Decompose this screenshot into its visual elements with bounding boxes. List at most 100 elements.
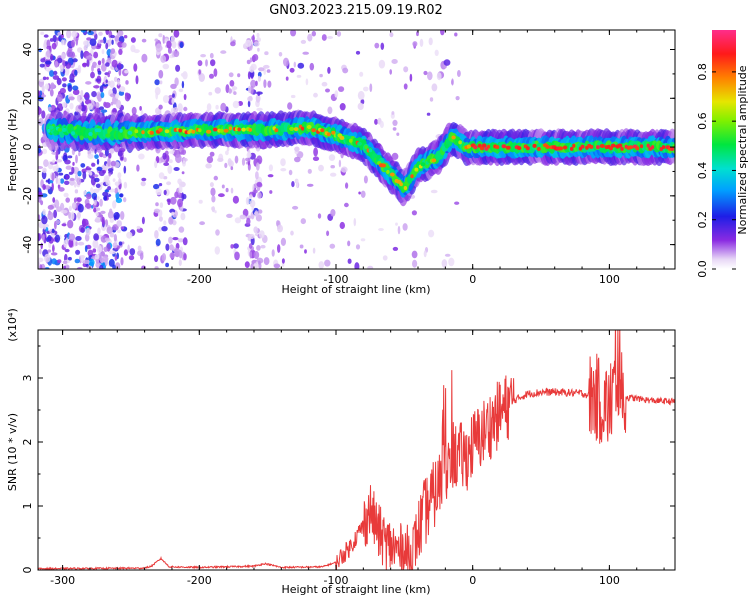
noise-blob (199, 221, 206, 226)
noise-blob (154, 266, 159, 269)
noise-blob (58, 172, 64, 176)
noise-blob (234, 251, 240, 261)
noise-blob (249, 199, 256, 208)
noise-blob (426, 112, 431, 116)
noise-blob (54, 161, 58, 165)
noise-blob (423, 70, 428, 76)
noise-blob (102, 191, 109, 197)
noise-blob (454, 201, 460, 205)
ridge-blob (123, 130, 128, 134)
noise-blob (253, 226, 258, 234)
noise-blob (141, 53, 148, 63)
noise-blob (169, 252, 175, 259)
ridge-blob (495, 145, 500, 150)
noise-blob (118, 241, 123, 246)
noise-blob (77, 241, 85, 246)
noise-blob (86, 37, 92, 41)
noise-blob (116, 220, 122, 227)
noise-blob (95, 216, 101, 222)
noise-blob (170, 35, 175, 43)
noise-blob (206, 103, 212, 111)
x-tick-label: 100 (599, 273, 620, 286)
noise-blob (179, 41, 184, 49)
noise-blob (66, 49, 73, 58)
noise-blob (327, 106, 333, 115)
noise-blob (115, 99, 122, 109)
noise-blob (136, 164, 140, 172)
noise-blob (105, 62, 110, 67)
noise-blob (45, 67, 52, 72)
noise-blob (90, 71, 95, 79)
noise-blob (225, 187, 229, 193)
y-tick-label: 20 (21, 91, 34, 105)
noise-blob (110, 160, 116, 167)
noise-blob (169, 244, 174, 251)
noise-blob (154, 87, 161, 96)
noise-blob (227, 158, 232, 166)
noise-blob (392, 246, 399, 251)
ridge-blob (228, 126, 233, 131)
noise-blob (60, 33, 64, 39)
noise-blob (250, 79, 257, 88)
noise-blob (39, 78, 45, 82)
noise-blob (52, 197, 56, 203)
snr-frame (37, 329, 676, 571)
noise-blob (51, 42, 57, 50)
noise-blob (71, 202, 77, 210)
noise-blob (60, 178, 65, 184)
noise-blob (448, 257, 455, 267)
noise-blob (41, 215, 48, 225)
noise-blob (181, 149, 187, 156)
noise-blob (304, 249, 307, 254)
noise-blob (114, 35, 120, 43)
ridge-blob (444, 143, 450, 148)
ridge-blob (158, 127, 163, 132)
noise-blob (77, 203, 84, 213)
noise-blob (49, 53, 54, 61)
noise-blob (95, 102, 100, 108)
noise-blob (117, 79, 121, 86)
noise-blob (230, 244, 234, 249)
snr-y-ticks: 0 1 2 3 (21, 345, 675, 574)
noise-blob (43, 159, 49, 168)
noise-blob (411, 210, 417, 216)
ridge-blob (403, 186, 408, 190)
snr-y-label: SNR (10 * v/v) (6, 413, 19, 491)
noise-blob (289, 67, 295, 73)
noise-blob (67, 219, 74, 229)
colorbar-tick-label: 0.4 (696, 162, 709, 180)
noise-blob (339, 221, 345, 230)
noise-blob (111, 59, 118, 68)
noise-blob (99, 106, 104, 110)
noise-blob (40, 58, 46, 63)
ridge-blob (119, 128, 123, 133)
noise-blob (85, 167, 92, 171)
noise-blob (177, 103, 183, 113)
noise-blob (162, 152, 167, 160)
noise-blob (183, 93, 187, 101)
noise-blob (108, 37, 112, 46)
noise-blob (374, 42, 380, 49)
noise-blob (95, 183, 101, 188)
noise-blob (367, 265, 374, 269)
ridge-blob (473, 145, 478, 150)
noise-blob (210, 59, 216, 67)
noise-blob (105, 176, 109, 186)
noise-blob (41, 85, 45, 93)
snr-series-line (38, 330, 675, 570)
noise-blob (44, 253, 51, 263)
noise-blob (38, 48, 42, 53)
x-tick-label: -100 (324, 574, 349, 587)
noise-blob (56, 159, 63, 163)
noise-blob (112, 242, 118, 249)
noise-blob (245, 157, 251, 162)
noise-blob (355, 244, 361, 250)
ridge-blob (458, 140, 462, 145)
ridge-blob (331, 130, 336, 135)
noise-blob (92, 61, 97, 68)
noise-blob (423, 250, 427, 258)
x-tick-label: -200 (187, 273, 212, 286)
noise-blob (233, 243, 239, 249)
noise-blob (312, 247, 316, 254)
noise-blob (324, 259, 331, 267)
